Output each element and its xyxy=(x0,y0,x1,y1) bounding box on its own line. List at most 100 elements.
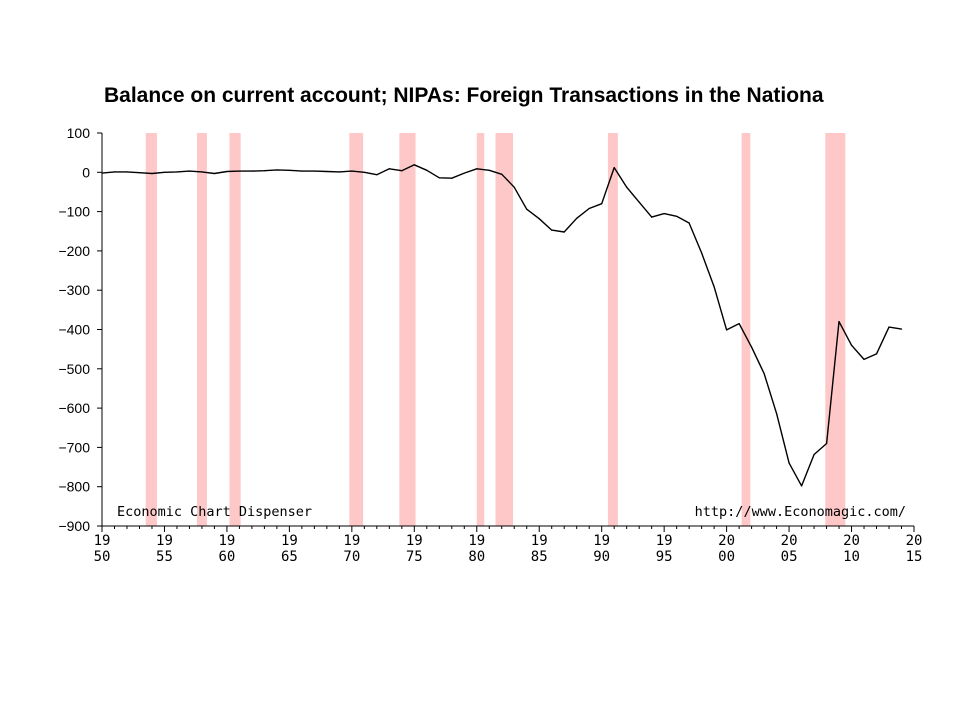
y-tick-label: −500 xyxy=(58,361,90,377)
data-point xyxy=(376,174,378,176)
data-point xyxy=(188,170,191,172)
recession-band-7 xyxy=(607,133,618,526)
x-tick-label-bottom: 75 xyxy=(406,549,423,565)
data-point xyxy=(813,453,815,456)
recession-band-9 xyxy=(825,133,846,526)
data-point xyxy=(238,170,241,172)
x-tick-label-bottom: 65 xyxy=(281,549,298,565)
y-tick-label: 100 xyxy=(67,125,91,141)
data-point xyxy=(151,172,153,175)
data-point xyxy=(163,171,166,173)
data-point xyxy=(838,321,840,323)
data-point xyxy=(900,328,903,330)
y-tick-label: −400 xyxy=(58,322,90,338)
data-point xyxy=(688,222,690,224)
y-axis: 100 0 −100 −200 −300 −400 −500 −600 −700 −800 −900 xyxy=(58,125,103,534)
x-tick-label-top: 20 xyxy=(718,533,735,549)
x-tick-label-bottom: 85 xyxy=(531,549,548,565)
x-tick-label-top: 19 xyxy=(94,533,111,549)
data-point xyxy=(101,172,103,174)
data-point xyxy=(463,172,465,174)
x-tick-label-bottom: 00 xyxy=(718,549,735,565)
data-point xyxy=(613,166,615,169)
x-tick-label-top: 19 xyxy=(406,533,423,549)
data-point xyxy=(601,203,603,205)
recession-band-5 xyxy=(476,133,485,526)
x-tick-label-top: 19 xyxy=(593,533,610,549)
data-point xyxy=(638,201,640,203)
data-point xyxy=(138,172,141,174)
y-tick-label: −100 xyxy=(58,204,90,220)
y-tick-label: −300 xyxy=(58,282,90,298)
data-point xyxy=(363,171,365,173)
x-tick-label-top: 20 xyxy=(906,533,923,549)
x-tick-label-bottom: 90 xyxy=(593,549,610,565)
data-point xyxy=(113,171,116,173)
x-tick-label-top: 19 xyxy=(343,533,360,549)
data-point xyxy=(588,207,590,210)
data-point xyxy=(875,353,878,355)
data-point xyxy=(775,413,778,415)
source-annotation-left: Economic Chart Dispenser xyxy=(117,504,312,520)
x-tick-label-bottom: 60 xyxy=(218,549,235,565)
data-point xyxy=(738,323,740,325)
recession-band-2 xyxy=(229,133,241,526)
data-point xyxy=(651,216,653,218)
series-layer xyxy=(101,164,903,487)
x-tick-label-top: 20 xyxy=(843,533,860,549)
data-point xyxy=(888,326,890,328)
x-tick-label-bottom: 15 xyxy=(906,549,923,565)
x-tick-label-top: 19 xyxy=(156,533,173,549)
data-point xyxy=(713,286,715,288)
y-tick-label: 0 xyxy=(82,164,90,180)
y-tick-label: −700 xyxy=(58,439,90,455)
data-point xyxy=(676,215,678,217)
data-point xyxy=(251,170,253,172)
x-tick-label-bottom: 80 xyxy=(468,549,485,565)
x-tick-label-bottom: 05 xyxy=(781,549,798,565)
data-point xyxy=(276,169,278,171)
data-point xyxy=(351,170,353,172)
recession-bands xyxy=(145,133,846,526)
data-point xyxy=(526,208,528,210)
data-point xyxy=(263,170,265,172)
x-tick-label-top: 19 xyxy=(468,533,485,549)
x-tick-label-bottom: 10 xyxy=(843,549,860,565)
x-tick-label-top: 19 xyxy=(531,533,548,549)
y-tick-label: −800 xyxy=(58,479,90,495)
data-point xyxy=(326,170,328,173)
data-point xyxy=(538,218,540,220)
data-point xyxy=(551,229,553,231)
x-tick-label-top: 19 xyxy=(218,533,235,549)
data-point xyxy=(201,171,203,173)
data-point xyxy=(501,173,503,175)
data-point xyxy=(488,169,490,171)
data-point xyxy=(576,217,578,219)
data-point xyxy=(126,171,128,173)
y-tick-label: −200 xyxy=(58,243,90,259)
data-point xyxy=(438,177,440,179)
x-tick-label-bottom: 50 xyxy=(94,549,111,565)
x-tick-label-bottom: 55 xyxy=(156,549,173,565)
data-point xyxy=(763,372,765,375)
x-tick-label-top: 19 xyxy=(281,533,298,549)
data-point xyxy=(451,177,453,179)
x-tick-label-bottom: 95 xyxy=(656,549,673,565)
x-tick-label-top: 19 xyxy=(656,533,673,549)
data-point xyxy=(288,169,290,171)
data-point xyxy=(726,329,728,331)
recession-band-3 xyxy=(349,133,364,526)
data-point xyxy=(788,462,790,464)
data-point xyxy=(513,186,515,188)
data-point xyxy=(413,164,415,166)
data-point xyxy=(401,170,403,172)
data-point xyxy=(426,169,428,171)
data-point xyxy=(800,485,803,487)
source-annotation-right: http://www.Economagic.com/ xyxy=(695,504,906,520)
data-point xyxy=(663,212,665,215)
data-point xyxy=(863,358,865,360)
x-tick-label-bottom: 70 xyxy=(343,549,360,565)
x-axis: 1950195519601965197019751980198519901995… xyxy=(94,525,923,565)
data-point xyxy=(226,170,228,173)
